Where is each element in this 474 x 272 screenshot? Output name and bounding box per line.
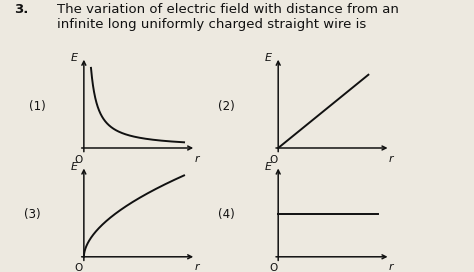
Text: r: r	[195, 154, 200, 164]
Text: E: E	[265, 54, 272, 63]
Text: (1): (1)	[29, 100, 46, 113]
Text: r: r	[389, 154, 394, 164]
Text: 3.: 3.	[14, 3, 28, 16]
Text: (3): (3)	[24, 208, 41, 221]
Text: (4): (4)	[219, 208, 235, 221]
Text: O: O	[74, 154, 83, 165]
Text: E: E	[71, 162, 78, 172]
Text: The variation of electric field with distance from an
infinite long uniformly ch: The variation of electric field with dis…	[57, 3, 399, 31]
Text: E: E	[265, 162, 272, 172]
Text: O: O	[269, 263, 277, 272]
Text: r: r	[195, 262, 200, 272]
Text: r: r	[389, 262, 394, 272]
Text: (2): (2)	[219, 100, 235, 113]
Text: E: E	[71, 54, 78, 63]
Text: O: O	[269, 154, 277, 165]
Text: O: O	[74, 263, 83, 272]
